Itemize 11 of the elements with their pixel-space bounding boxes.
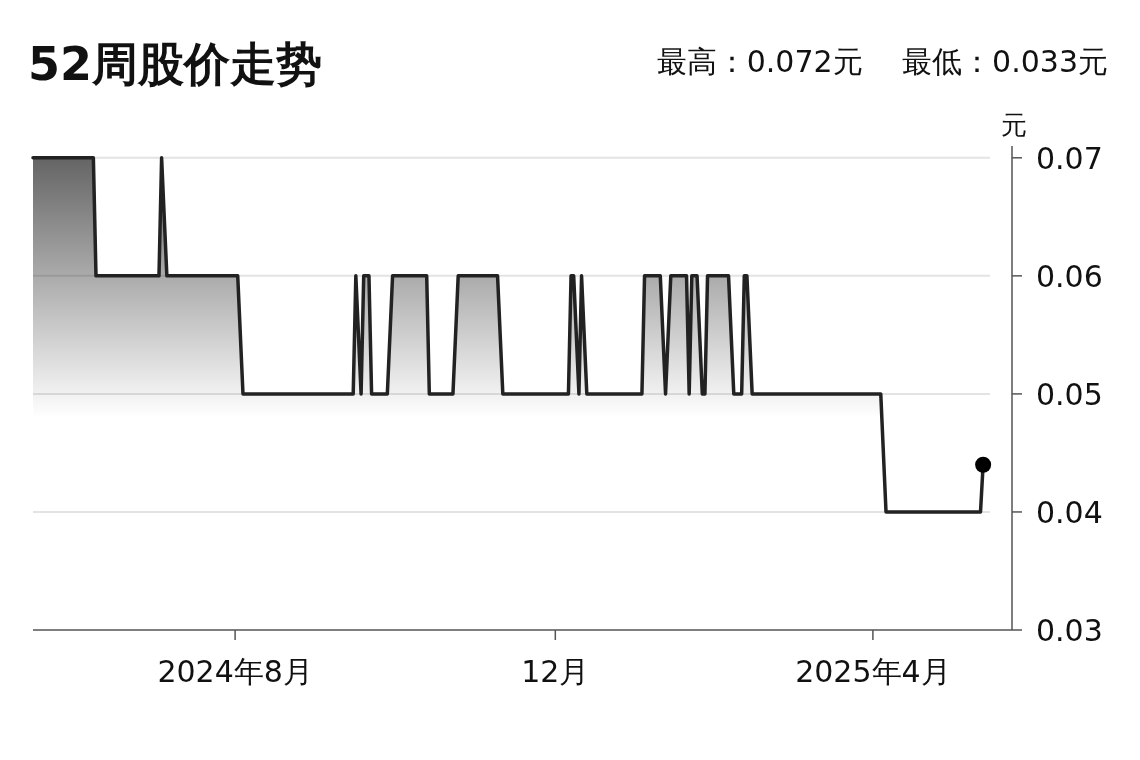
x-tick-label: 2024年8月 xyxy=(157,654,313,689)
y-tick-label: 0.05 xyxy=(1036,376,1103,412)
y-tick-label: 0.03 xyxy=(1036,613,1103,648)
x-tick-label: 12月 xyxy=(521,654,590,689)
y-tick-label: 0.07 xyxy=(1036,140,1103,176)
chart-subtitle: 最高：0.072元 最低：0.033元 xyxy=(656,44,1108,79)
y-tick-label: 0.04 xyxy=(1036,494,1103,530)
y-tick-label: 0.06 xyxy=(1036,258,1103,294)
chart-title: 52周股价走势 xyxy=(28,37,323,91)
y-axis-title: 元 xyxy=(1001,110,1027,140)
x-tick-label: 2025年4月 xyxy=(795,654,951,689)
